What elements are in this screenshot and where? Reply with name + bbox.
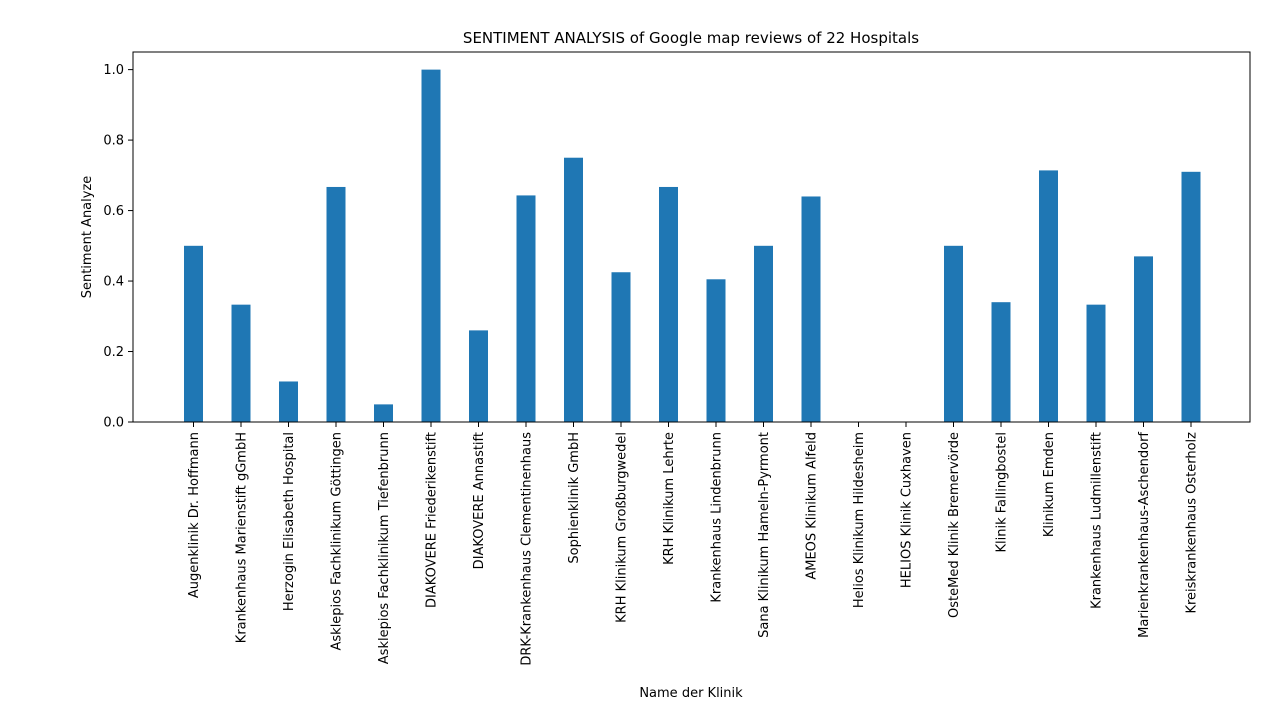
y-tick-label: 0.2 [103, 345, 124, 360]
y-axis-label: Sentiment Analyze [80, 176, 95, 299]
x-tick-label: DRK-Krankenhaus Clementinenhaus [520, 432, 535, 666]
bar [516, 195, 536, 422]
x-tick-label: Asklepios Fachklinikum Göttingen [330, 432, 345, 651]
x-tick-label: Herzogin Elisabeth Hospital [282, 432, 297, 611]
bar [326, 186, 346, 422]
x-tick-label: Sophienklinik GmbH [567, 432, 582, 564]
bar [991, 302, 1011, 422]
x-tick-label: HELIOS Klinik Cuxhaven [900, 432, 915, 588]
x-tick-label: Asklepios Fachklinikum Tiefenbrunn [377, 432, 392, 664]
x-tick-label: Augenklinik Dr. Hoffmann [187, 432, 202, 598]
bar [564, 157, 583, 422]
x-axis-label: Name der Klinik [639, 686, 743, 701]
bar [944, 245, 963, 422]
x-tick-label: Krankenhaus Ludmillenstift [1090, 432, 1105, 609]
x-ticks-layer: Augenklinik Dr. Hoffmann Krankenhaus Mari… [187, 422, 1200, 666]
y-tick-label: 0.0 [103, 416, 124, 431]
x-tick-label: Klinikum Emden [1042, 432, 1057, 537]
bar [374, 404, 393, 422]
x-tick-label: Sana Klinikum Hameln-Pyrmont [757, 432, 772, 638]
x-tick-label: DIAKOVERE Annastift [472, 432, 487, 569]
bar [279, 381, 298, 422]
chart-title: SENTIMENT ANALYSIS of Google map reviews… [463, 29, 919, 47]
bar [1039, 170, 1058, 422]
x-tick-label: Kreiskrankenhaus Osterholz [1185, 432, 1200, 614]
x-tick-label: Krankenhaus Lindenbrunn [710, 432, 725, 603]
bars-layer [184, 69, 1201, 423]
x-tick-label: KRH Klinikum Lehrte [662, 432, 677, 565]
x-tick-label: Klinik Fallingbostel [995, 432, 1010, 553]
bar [421, 69, 441, 423]
x-tick-label: DIAKOVERE Friederikenstift [425, 432, 440, 608]
x-tick-label: AMEOS Klinikum Alfeld [805, 432, 820, 580]
bar [801, 196, 821, 422]
x-tick-label: KRH Klinikum Großburgwedel [615, 432, 630, 623]
bar [231, 304, 251, 422]
y-tick-label: 0.8 [103, 134, 124, 149]
x-tick-label: Helios Klinikum Hildesheim [852, 432, 867, 608]
y-ticks-layer: 0.0 0.2 0.4 0.6 0.8 1.0 [103, 63, 133, 431]
y-tick-label: 1.0 [103, 63, 124, 78]
x-tick-label: Marienkrankenhaus-Aschendorf [1137, 432, 1152, 638]
bar [754, 245, 773, 422]
bar [706, 279, 726, 422]
plot-frame [132, 51, 1251, 423]
x-tick-label: OsteMed Klinik Bremervörde [947, 432, 962, 618]
bar [611, 272, 631, 422]
bar [659, 186, 678, 422]
y-tick-label: 0.4 [103, 275, 124, 290]
bar [1181, 171, 1201, 422]
bar [1086, 304, 1106, 422]
y-tick-label: 0.6 [103, 204, 124, 219]
bar [1134, 256, 1153, 422]
bar [184, 245, 203, 422]
bar [469, 330, 488, 422]
x-tick-label: Krankenhaus Marienstift gGmbH [235, 432, 250, 643]
